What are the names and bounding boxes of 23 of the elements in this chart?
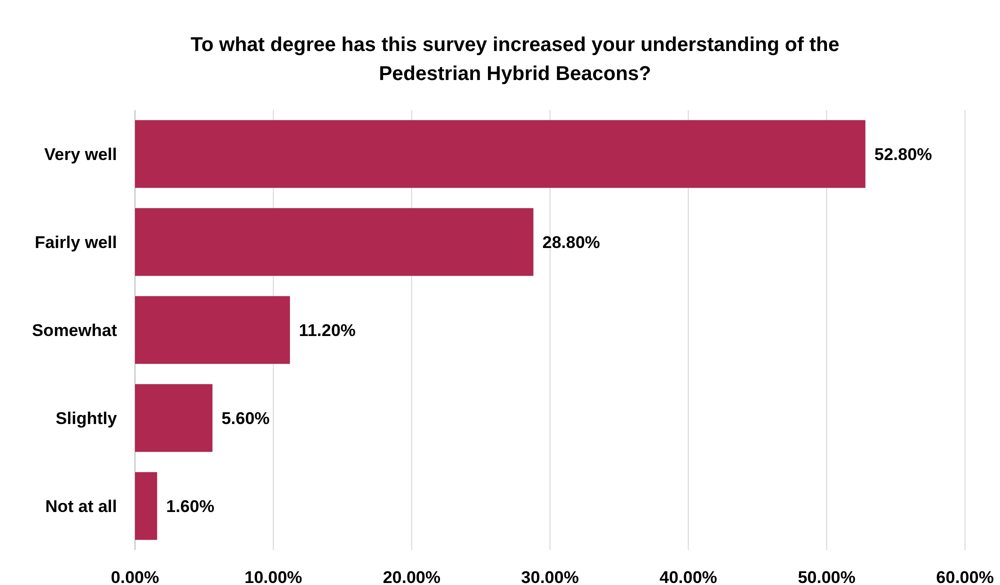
y-tick-label: Slightly: [56, 408, 118, 428]
bar: [135, 472, 158, 540]
x-tick-label: 30.00%: [521, 568, 579, 585]
data-label: 11.20%: [298, 320, 356, 340]
data-label: 28.80%: [542, 232, 600, 252]
x-tick-label: 40.00%: [659, 568, 718, 585]
y-tick-label: Fairly well: [34, 232, 117, 252]
y-tick-label: Very well: [44, 144, 117, 164]
chart-title: To what degree has this survey increased your understanding of the Pedestrian Hybrid Beacons?: [190, 34, 840, 85]
x-tick-label: 20.00%: [382, 568, 441, 585]
data-label: 52.80%: [874, 144, 932, 164]
y-tick-label: Not at all: [45, 496, 117, 516]
x-tick-label: 50.00%: [798, 568, 856, 585]
bar: [135, 384, 212, 452]
x-tick-label: 10.00%: [244, 568, 302, 585]
bar: [135, 208, 534, 276]
bar: [135, 120, 866, 188]
bar: [135, 296, 290, 364]
y-tick-label: Somewhat: [32, 320, 118, 340]
data-label: 5.60%: [221, 408, 270, 428]
x-tick-label: 60.00%: [936, 568, 994, 585]
x-tick-label: 0.00%: [110, 568, 160, 585]
data-label: 1.60%: [166, 496, 214, 516]
